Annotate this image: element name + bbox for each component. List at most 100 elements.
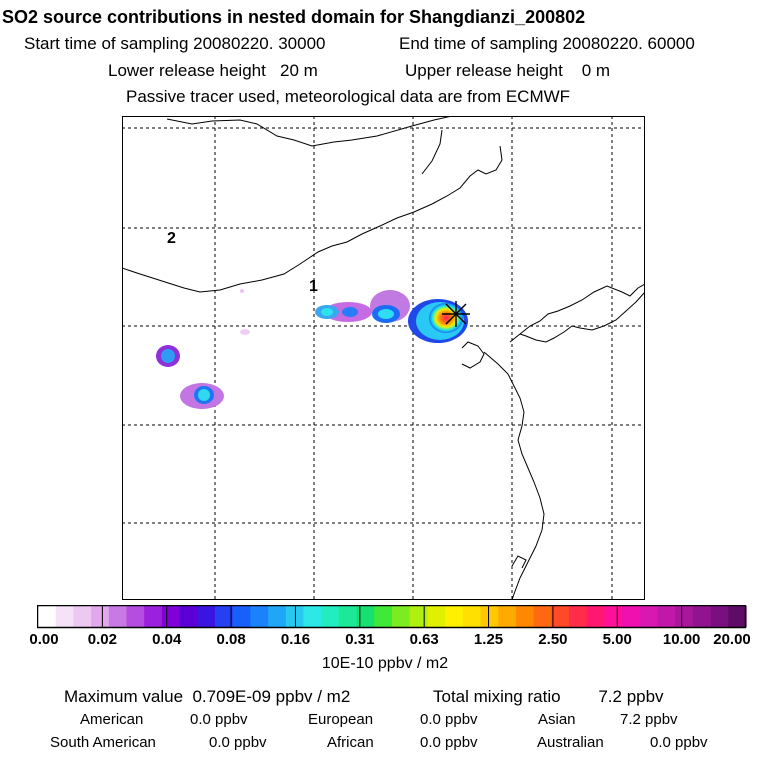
colorbar-cell (91, 606, 110, 627)
australian-value: 0.0 ppbv (650, 734, 708, 751)
colorbar-cell (356, 606, 375, 627)
upper-release-height: Upper release height 0 m (405, 61, 611, 80)
colorbar-tick-label: 0.16 (280, 631, 311, 648)
european-value: 0.0 ppbv (420, 711, 478, 728)
colorbar-tick-label: 0.63 (409, 631, 439, 648)
colorbar-cell (73, 606, 92, 627)
south-american-value: 0.0 ppbv (209, 734, 267, 751)
plume-core (161, 349, 175, 363)
colorbar-cell (515, 606, 535, 627)
colorbar-tick-label: 1.25 (473, 631, 504, 648)
border-line (166, 116, 453, 147)
receptor-star-marker (442, 301, 470, 327)
colorbar-cell (728, 606, 747, 627)
map-panel: 2 1 (122, 116, 645, 600)
colorbar-cell (321, 606, 340, 627)
colorbar-cell (445, 606, 464, 627)
colorbar-cell (569, 606, 588, 627)
plume-core (198, 389, 210, 401)
colorbar-cell (498, 606, 517, 627)
map-frame (122, 116, 645, 600)
colorbar-cell (338, 606, 358, 627)
south-american-label: South American (50, 734, 156, 751)
colorbar-cell (427, 606, 446, 627)
colorbar-cell (38, 606, 57, 627)
region-label: 2 (167, 230, 176, 247)
map-title: SO2 source contributions in nested domai… (2, 7, 586, 27)
colorbar-cell (285, 606, 305, 627)
colorbar-tick-label: 0.31 (345, 631, 375, 648)
colorbar-cell (480, 606, 499, 627)
colorbar-tick-label: 0.00 (29, 631, 59, 648)
colorbar-cell (710, 606, 729, 627)
borders-coastlines (122, 116, 645, 600)
colorbar-frame (37, 605, 747, 629)
european-label: European (308, 711, 374, 728)
border-line (509, 283, 645, 343)
plume-speck (240, 289, 244, 293)
colorbar-cell (374, 606, 393, 627)
colorbar-cell (232, 606, 251, 627)
colorbar-cell (268, 606, 287, 627)
colorbar-cell (392, 606, 411, 627)
colorbar-cell (462, 606, 482, 627)
australian-label: Australian (537, 734, 604, 751)
total-mixing-ratio: Total mixing ratio 7.2 ppbv (433, 687, 664, 706)
african-value: 0.0 ppbv (420, 734, 478, 751)
grid-lines (122, 116, 645, 600)
plume-speck (240, 329, 250, 335)
lower-release-height: Lower release height 20 m (108, 61, 318, 80)
colorbar-cell (657, 606, 676, 627)
colorbar-cell (215, 606, 234, 627)
border-line (421, 129, 443, 175)
colorbar-cell (675, 606, 694, 627)
colorbar-cells (38, 606, 747, 627)
tracer-note: Passive tracer used, meteorological data… (126, 87, 571, 106)
colorbar-tick-label: 10.00 (662, 631, 701, 648)
colorbar-cell (126, 606, 145, 627)
colorbar-tick-label: 5.00 (602, 631, 632, 648)
coastline (511, 555, 527, 569)
end-time: End time of sampling 20080220. 60000 (399, 34, 695, 53)
colorbar-cell (197, 606, 216, 627)
asian-value: 7.2 ppbv (620, 711, 678, 728)
colorbar-tick-label: 20.00 (713, 631, 751, 648)
colorbar-cell (692, 606, 712, 627)
colorbar-cell (179, 606, 198, 627)
max-value: Maximum value 0.709E-09 ppbv / m2 (64, 687, 351, 706)
plume-core (342, 307, 358, 317)
colorbar-cell (250, 606, 269, 627)
colorbar-cell (639, 606, 659, 627)
colorbar-tick-label: 0.08 (216, 631, 246, 648)
colorbar-cell (604, 606, 623, 627)
colorbar-cell (55, 606, 74, 627)
colorbar-cell (533, 606, 552, 627)
colorbar-tick-label: 2.50 (538, 631, 568, 648)
colorbar-tick-label: 0.02 (87, 631, 117, 648)
american-label: American (80, 711, 144, 728)
african-label: African (327, 734, 374, 751)
colorbar (37, 605, 747, 629)
colorbar-cell (108, 606, 128, 627)
colorbar-tick-label: 0.04 (152, 631, 182, 648)
plume-contours (156, 289, 468, 409)
coastline (461, 341, 485, 369)
plume-core (378, 309, 394, 319)
american-value: 0.0 ppbv (190, 711, 248, 728)
border-line (122, 145, 503, 293)
colorbar-cell (409, 606, 428, 627)
coastline (483, 351, 545, 600)
colorbar-dividers (101, 605, 683, 628)
asian-label: Asian (538, 711, 576, 728)
colorbar-cell (586, 606, 605, 627)
colorbar-cell (161, 606, 181, 627)
colorbar-units: 10E-10 ppbv / m2 (321, 655, 449, 672)
colorbar-cell (622, 606, 641, 627)
plume-hotspot (429, 303, 463, 333)
colorbar-cell (303, 606, 322, 627)
colorbar-cell (551, 606, 570, 627)
coastline (519, 291, 645, 343)
start-time: Start time of sampling 20080220. 30000 (24, 34, 326, 53)
plume-core (321, 308, 333, 316)
colorbar-cell (144, 606, 163, 627)
